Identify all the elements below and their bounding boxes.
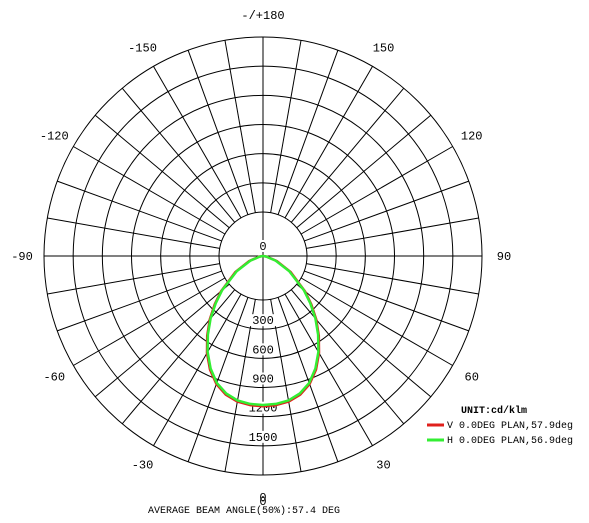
- legend-unit-label: UNIT:cd/klm: [461, 405, 527, 417]
- grid-spoke: [73, 146, 226, 235]
- angle-label: 0: [259, 491, 266, 505]
- radial-tick-label: 300: [252, 314, 274, 328]
- grid-spoke: [306, 263, 479, 295]
- radial-tick-label: 900: [252, 373, 274, 387]
- grid-spoke: [47, 217, 220, 249]
- grid-spoke: [57, 270, 222, 332]
- angle-label: -60: [43, 371, 65, 385]
- radial-tick-label: 1500: [249, 431, 278, 445]
- grid-spoke: [304, 270, 469, 332]
- grid-spoke: [304, 180, 469, 242]
- grid-spoke: [187, 50, 249, 215]
- legend-entry-v: V 0.0DEG PLAN,57.9deg: [447, 420, 573, 432]
- grid-spoke: [277, 50, 339, 215]
- grid-spoke: [300, 146, 453, 235]
- grid-spoke: [153, 66, 242, 219]
- grid-spoke: [57, 180, 222, 242]
- grid-spoke: [270, 299, 302, 472]
- grid-spoke: [290, 289, 405, 425]
- series-line-h: [206, 254, 320, 407]
- grid-spoke: [153, 293, 242, 446]
- radial-label-bg: [249, 343, 277, 356]
- angle-label: -/+180: [241, 9, 284, 23]
- radial-label-bg: [249, 314, 277, 327]
- grid-spoke: [296, 283, 432, 398]
- grid-spoke: [300, 277, 453, 366]
- grid-spoke: [284, 293, 373, 446]
- angle-label: 120: [461, 130, 483, 144]
- angle-label: 150: [373, 41, 395, 55]
- radial-label-bg: [249, 430, 277, 443]
- beam-angle-footer: AVERAGE BEAM ANGLE(50%):57.4 DEG: [148, 505, 340, 517]
- series-layer: [205, 254, 321, 408]
- grid-spoke: [94, 114, 230, 229]
- angle-label: -150: [128, 41, 157, 55]
- legend-entry-h: H 0.0DEG PLAN,56.9deg: [447, 435, 573, 447]
- radial-label-bg: [249, 240, 277, 252]
- grid-spoke: [224, 299, 256, 472]
- grid-spoke: [121, 289, 236, 425]
- grid-spoke: [290, 87, 405, 223]
- angle-label: -90: [11, 250, 33, 264]
- grid-spoke: [73, 277, 226, 366]
- grid-spoke: [270, 40, 302, 213]
- grid-spoke: [277, 297, 339, 462]
- grid-spoke: [47, 263, 220, 295]
- grid-spoke: [306, 217, 479, 249]
- angle-label: -30: [132, 459, 154, 473]
- grid-spoke: [187, 297, 249, 462]
- angle-label: 60: [465, 371, 479, 385]
- radial-tick-label-bottom: 0: [259, 495, 266, 509]
- legend: UNIT:cd/klm V 0.0DEG PLAN,57.9deg H 0.0D…: [427, 405, 573, 447]
- grid-spoke: [121, 87, 236, 223]
- grid-spoke: [94, 283, 230, 398]
- grid-spoke: [224, 40, 256, 213]
- radial-label-bg: [249, 372, 277, 385]
- radial-tick-label: 0: [259, 240, 266, 254]
- grid-spoke: [296, 114, 432, 229]
- angle-label: 90: [497, 250, 511, 264]
- radial-tick-label: 600: [252, 343, 274, 357]
- angle-label: -120: [40, 130, 69, 144]
- grid-spoke: [284, 66, 373, 219]
- angle-label: 30: [376, 459, 390, 473]
